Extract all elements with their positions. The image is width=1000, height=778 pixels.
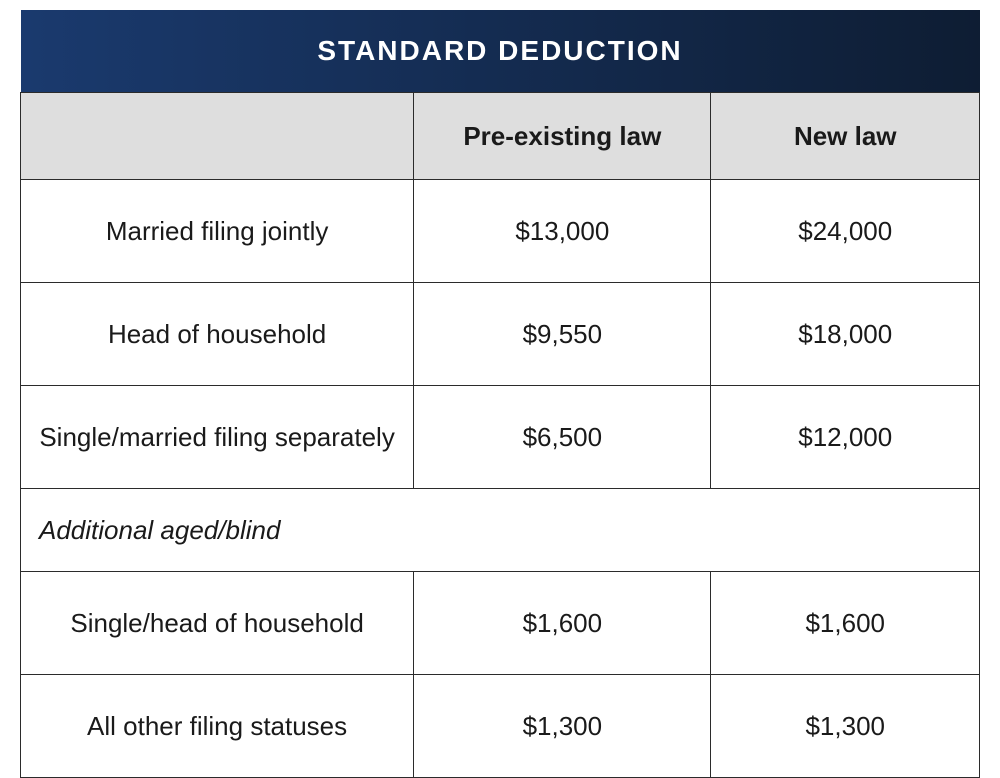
table-row: Head of household $9,550 $18,000: [21, 283, 980, 386]
column-header-new-law: New law: [711, 93, 980, 180]
cell-pre: $1,600: [414, 572, 711, 675]
row-label: Head of household: [21, 283, 414, 386]
cell-new: $24,000: [711, 180, 980, 283]
standard-deduction-table: STANDARD DEDUCTION Pre-existing law New …: [20, 10, 980, 778]
table-title-row: STANDARD DEDUCTION: [21, 10, 980, 93]
table-title: STANDARD DEDUCTION: [21, 10, 980, 93]
cell-new: $1,300: [711, 675, 980, 778]
cell-new: $1,600: [711, 572, 980, 675]
table-container: STANDARD DEDUCTION Pre-existing law New …: [20, 10, 980, 778]
cell-pre: $6,500: [414, 386, 711, 489]
cell-pre: $13,000: [414, 180, 711, 283]
subgroup-row: Additional aged/blind: [21, 489, 980, 572]
table-row: Single/married filing separately $6,500 …: [21, 386, 980, 489]
row-label: All other filing statuses: [21, 675, 414, 778]
column-header-blank: [21, 93, 414, 180]
row-label: Single/married filing separately: [21, 386, 414, 489]
cell-pre: $9,550: [414, 283, 711, 386]
cell-pre: $1,300: [414, 675, 711, 778]
table-row: Single/head of household $1,600 $1,600: [21, 572, 980, 675]
row-label: Single/head of household: [21, 572, 414, 675]
table-row: All other filing statuses $1,300 $1,300: [21, 675, 980, 778]
subgroup-label: Additional aged/blind: [21, 489, 980, 572]
table-row: Married filing jointly $13,000 $24,000: [21, 180, 980, 283]
row-label: Married filing jointly: [21, 180, 414, 283]
cell-new: $18,000: [711, 283, 980, 386]
column-header-pre-existing: Pre-existing law: [414, 93, 711, 180]
table-header-row: Pre-existing law New law: [21, 93, 980, 180]
cell-new: $12,000: [711, 386, 980, 489]
